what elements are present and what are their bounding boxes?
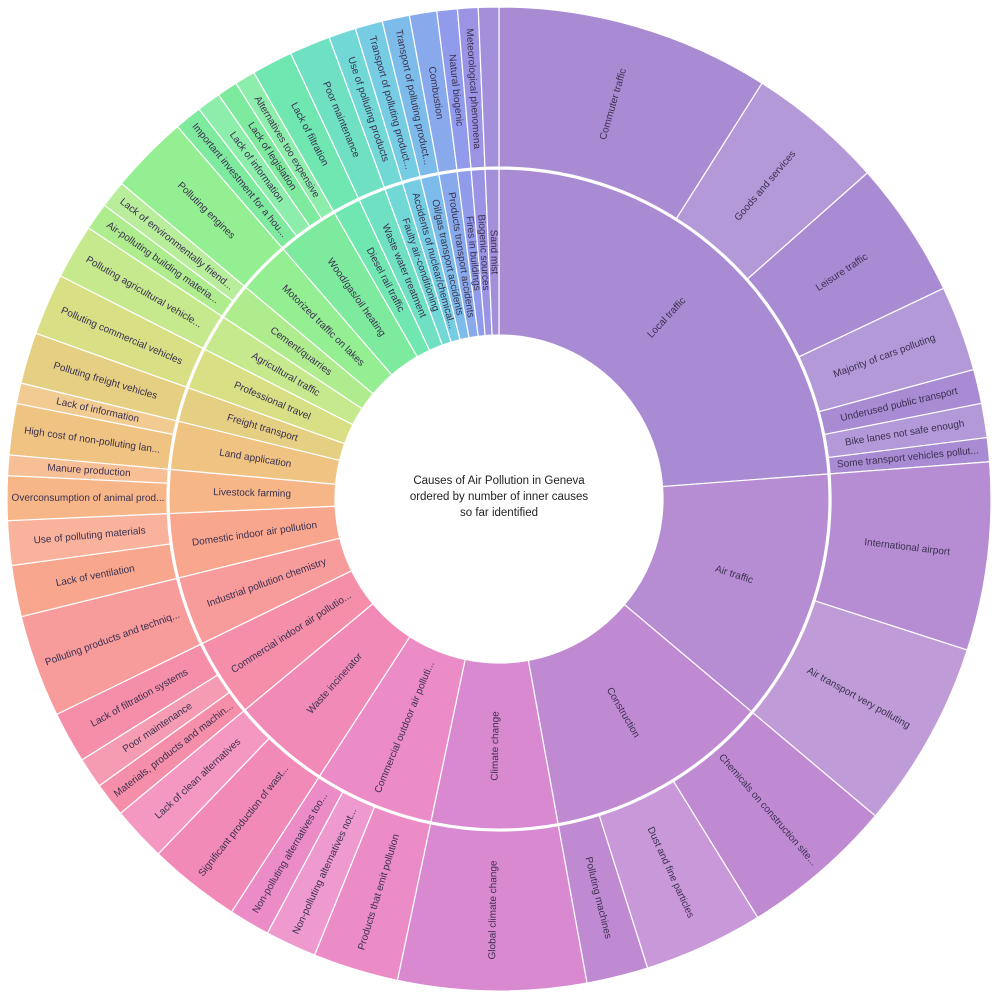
inner-label-biogenic-sources: Biogenic sources [475, 214, 491, 291]
center-hole [335, 335, 663, 663]
outer-label-overconsumption-of-animal-prod: Overconsumption of animal prod... [12, 493, 165, 504]
chart-title-line-3: so far identified [460, 507, 538, 519]
inner-label-sand-mist: Sand mist [488, 230, 500, 275]
inner-label-climate-change: Climate change [490, 711, 502, 781]
chart-title-line-1: Causes of Air Pollution in Geneva [413, 475, 585, 487]
chart-title-line-2: ordered by number of inner causes [410, 491, 589, 503]
inner-label-livestock-farming: Livestock farming [213, 487, 291, 500]
outer-segment-blank[interactable] [477, 6, 500, 168]
segments-layer [6, 6, 992, 992]
outer-label-global-climate-change: Global climate change [487, 860, 499, 960]
